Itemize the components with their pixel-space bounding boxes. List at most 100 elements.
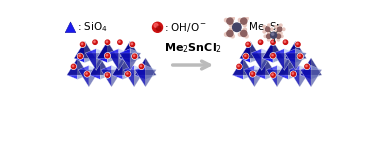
Polygon shape — [266, 65, 277, 87]
Circle shape — [297, 43, 298, 45]
Polygon shape — [135, 70, 156, 87]
Circle shape — [231, 17, 234, 20]
Circle shape — [153, 22, 163, 32]
Circle shape — [275, 26, 277, 28]
Polygon shape — [101, 70, 122, 87]
Circle shape — [270, 28, 273, 31]
Polygon shape — [119, 41, 130, 63]
Circle shape — [227, 30, 233, 37]
Circle shape — [105, 54, 110, 58]
Circle shape — [282, 28, 285, 31]
Circle shape — [105, 73, 110, 77]
Circle shape — [229, 28, 232, 31]
Circle shape — [245, 17, 248, 20]
Circle shape — [276, 34, 280, 38]
Circle shape — [85, 72, 89, 76]
Circle shape — [271, 54, 275, 58]
FancyArrowPatch shape — [173, 61, 209, 69]
Polygon shape — [285, 41, 296, 63]
Polygon shape — [289, 65, 300, 87]
Polygon shape — [285, 53, 307, 70]
Polygon shape — [274, 53, 295, 70]
Circle shape — [268, 39, 270, 41]
Polygon shape — [146, 58, 156, 79]
Circle shape — [284, 40, 288, 44]
Circle shape — [271, 40, 275, 44]
Circle shape — [274, 35, 276, 37]
Polygon shape — [266, 70, 288, 87]
Circle shape — [117, 39, 123, 45]
Circle shape — [291, 72, 296, 76]
Circle shape — [239, 18, 242, 22]
Circle shape — [77, 53, 83, 59]
Circle shape — [229, 23, 232, 26]
Polygon shape — [119, 49, 130, 70]
Polygon shape — [251, 53, 273, 70]
Circle shape — [281, 35, 283, 37]
Circle shape — [279, 32, 282, 34]
Polygon shape — [90, 58, 111, 75]
Text: Me$_2$SnCl$_2$: Me$_2$SnCl$_2$ — [164, 41, 222, 55]
Circle shape — [80, 42, 85, 47]
Polygon shape — [101, 65, 112, 87]
Polygon shape — [262, 41, 273, 63]
Circle shape — [132, 53, 138, 59]
Circle shape — [277, 27, 282, 31]
Circle shape — [72, 65, 74, 67]
Polygon shape — [130, 49, 141, 70]
Polygon shape — [278, 58, 299, 75]
Circle shape — [232, 23, 241, 32]
Circle shape — [272, 41, 273, 42]
Circle shape — [241, 30, 247, 37]
Circle shape — [106, 41, 108, 42]
Circle shape — [268, 32, 270, 34]
Circle shape — [298, 54, 302, 58]
Polygon shape — [289, 70, 311, 87]
Polygon shape — [100, 58, 111, 79]
Circle shape — [94, 41, 95, 42]
Circle shape — [244, 54, 248, 58]
Circle shape — [139, 64, 144, 69]
Circle shape — [127, 73, 128, 74]
Circle shape — [299, 55, 301, 56]
Circle shape — [81, 42, 85, 47]
Circle shape — [246, 42, 250, 47]
Circle shape — [154, 23, 158, 27]
Circle shape — [272, 74, 273, 75]
Circle shape — [264, 35, 266, 37]
Polygon shape — [124, 70, 145, 87]
Polygon shape — [108, 49, 119, 70]
Polygon shape — [135, 58, 156, 75]
Circle shape — [93, 40, 97, 44]
Text: : Me$_2$Sn: : Me$_2$Sn — [242, 20, 284, 34]
Circle shape — [71, 64, 76, 69]
Circle shape — [79, 55, 81, 56]
Circle shape — [268, 32, 270, 34]
Polygon shape — [266, 58, 277, 79]
Polygon shape — [119, 49, 130, 70]
Circle shape — [270, 72, 276, 78]
Polygon shape — [232, 58, 243, 79]
Circle shape — [277, 39, 280, 41]
Circle shape — [259, 41, 261, 42]
Circle shape — [272, 33, 274, 35]
Circle shape — [271, 35, 273, 37]
Circle shape — [225, 33, 228, 36]
Circle shape — [225, 18, 228, 22]
Circle shape — [243, 28, 246, 31]
Circle shape — [271, 73, 275, 77]
Circle shape — [133, 55, 135, 56]
Circle shape — [275, 30, 277, 33]
Circle shape — [236, 64, 242, 69]
Polygon shape — [285, 41, 307, 58]
Polygon shape — [130, 41, 141, 63]
Polygon shape — [254, 65, 265, 87]
Circle shape — [227, 18, 233, 24]
Polygon shape — [89, 65, 100, 87]
Circle shape — [126, 72, 130, 76]
Polygon shape — [90, 58, 100, 79]
Circle shape — [245, 34, 248, 38]
Circle shape — [84, 71, 90, 77]
Circle shape — [277, 32, 280, 34]
Polygon shape — [77, 58, 88, 79]
